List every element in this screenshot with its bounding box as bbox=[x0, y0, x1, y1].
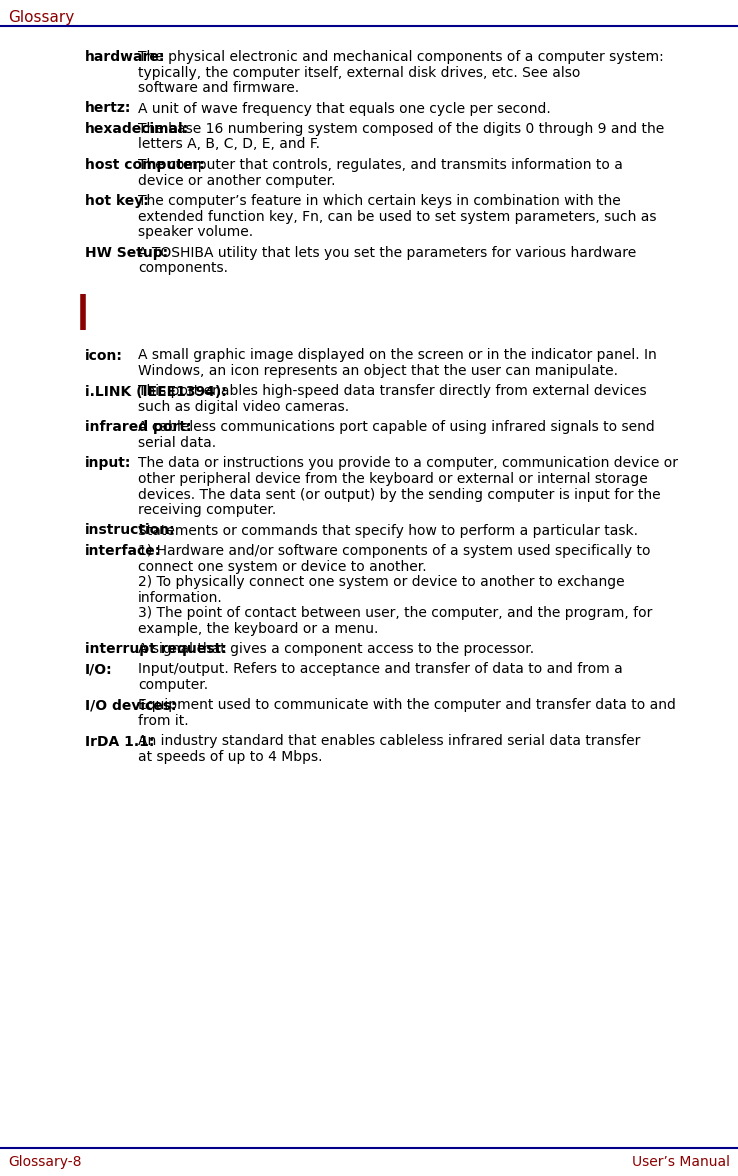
Text: The base 16 numbering system composed of the digits 0 through 9 and the: The base 16 numbering system composed of… bbox=[138, 122, 664, 136]
Text: Input/output. Refers to acceptance and transfer of data to and from a: Input/output. Refers to acceptance and t… bbox=[138, 662, 623, 676]
Text: An industry standard that enables cableless infrared serial data transfer: An industry standard that enables cablel… bbox=[138, 735, 641, 748]
Text: Statements or commands that specify how to perform a particular task.: Statements or commands that specify how … bbox=[138, 523, 638, 537]
Text: The physical electronic and mechanical components of a computer system:: The physical electronic and mechanical c… bbox=[138, 51, 663, 64]
Text: 1) Hardware and/or software components of a system used specifically to: 1) Hardware and/or software components o… bbox=[138, 544, 650, 557]
Text: A signal that gives a component access to the processor.: A signal that gives a component access t… bbox=[138, 642, 534, 656]
Text: example, the keyboard or a menu.: example, the keyboard or a menu. bbox=[138, 621, 379, 635]
Text: such as digital video cameras.: such as digital video cameras. bbox=[138, 400, 349, 414]
Text: computer.: computer. bbox=[138, 679, 208, 691]
Text: hertz:: hertz: bbox=[85, 101, 131, 115]
Text: instruction:: instruction: bbox=[85, 523, 176, 537]
Text: at speeds of up to 4 Mbps.: at speeds of up to 4 Mbps. bbox=[138, 750, 323, 764]
Text: speaker volume.: speaker volume. bbox=[138, 225, 253, 239]
Text: connect one system or device to another.: connect one system or device to another. bbox=[138, 560, 427, 574]
Text: I/O devices:: I/O devices: bbox=[85, 699, 176, 713]
Text: The computer that controls, regulates, and transmits information to a: The computer that controls, regulates, a… bbox=[138, 158, 623, 172]
Text: interrupt request:: interrupt request: bbox=[85, 642, 227, 656]
Text: hardware:: hardware: bbox=[85, 51, 165, 64]
Text: icon:: icon: bbox=[85, 348, 123, 362]
Text: information.: information. bbox=[138, 590, 223, 604]
Text: 2) To physically connect one system or device to another to exchange: 2) To physically connect one system or d… bbox=[138, 575, 624, 589]
Text: A TOSHIBA utility that lets you set the parameters for various hardware: A TOSHIBA utility that lets you set the … bbox=[138, 246, 636, 260]
Text: hot key:: hot key: bbox=[85, 194, 149, 208]
Text: extended function key, Fn, can be used to set system parameters, such as: extended function key, Fn, can be used t… bbox=[138, 209, 657, 223]
Text: software and firmware.: software and firmware. bbox=[138, 81, 299, 95]
Text: from it.: from it. bbox=[138, 714, 189, 728]
Text: Windows, an icon represents an object that the user can manipulate.: Windows, an icon represents an object th… bbox=[138, 365, 618, 377]
Text: I/O:: I/O: bbox=[85, 662, 113, 676]
Text: infrared port:: infrared port: bbox=[85, 421, 191, 434]
Text: typically, the computer itself, external disk drives, etc. See also: typically, the computer itself, external… bbox=[138, 66, 580, 80]
Text: HW Setup:: HW Setup: bbox=[85, 246, 168, 260]
Text: device or another computer.: device or another computer. bbox=[138, 174, 336, 187]
Text: 3) The point of contact between user, the computer, and the program, for: 3) The point of contact between user, th… bbox=[138, 606, 652, 620]
Text: A small graphic image displayed on the screen or in the indicator panel. In: A small graphic image displayed on the s… bbox=[138, 348, 657, 362]
Text: other peripheral device from the keyboard or external or internal storage: other peripheral device from the keyboar… bbox=[138, 472, 648, 486]
Text: The computer’s feature in which certain keys in combination with the: The computer’s feature in which certain … bbox=[138, 194, 621, 208]
Text: hexadecimal:: hexadecimal: bbox=[85, 122, 189, 136]
Text: This port enables high-speed data transfer directly from external devices: This port enables high-speed data transf… bbox=[138, 385, 646, 399]
Text: receiving computer.: receiving computer. bbox=[138, 503, 276, 517]
Text: devices. The data sent (or output) by the sending computer is input for the: devices. The data sent (or output) by th… bbox=[138, 488, 661, 501]
Text: A cableless communications port capable of using infrared signals to send: A cableless communications port capable … bbox=[138, 421, 655, 434]
Text: Glossary-8: Glossary-8 bbox=[8, 1155, 81, 1169]
Text: Equipment used to communicate with the computer and transfer data to and: Equipment used to communicate with the c… bbox=[138, 699, 676, 713]
Text: letters A, B, C, D, E, and F.: letters A, B, C, D, E, and F. bbox=[138, 138, 320, 152]
Text: A unit of wave frequency that equals one cycle per second.: A unit of wave frequency that equals one… bbox=[138, 101, 551, 115]
Text: serial data.: serial data. bbox=[138, 436, 216, 450]
Text: User’s Manual: User’s Manual bbox=[632, 1155, 730, 1169]
Text: host computer:: host computer: bbox=[85, 158, 204, 172]
Text: input:: input: bbox=[85, 456, 131, 470]
Text: IrDA 1.1:: IrDA 1.1: bbox=[85, 735, 154, 748]
Text: i.LINK (IEEE1394):: i.LINK (IEEE1394): bbox=[85, 385, 227, 399]
Text: Glossary: Glossary bbox=[8, 11, 75, 25]
Text: The data or instructions you provide to a computer, communication device or: The data or instructions you provide to … bbox=[138, 456, 678, 470]
Text: interface:: interface: bbox=[85, 544, 161, 557]
Text: components.: components. bbox=[138, 261, 228, 275]
